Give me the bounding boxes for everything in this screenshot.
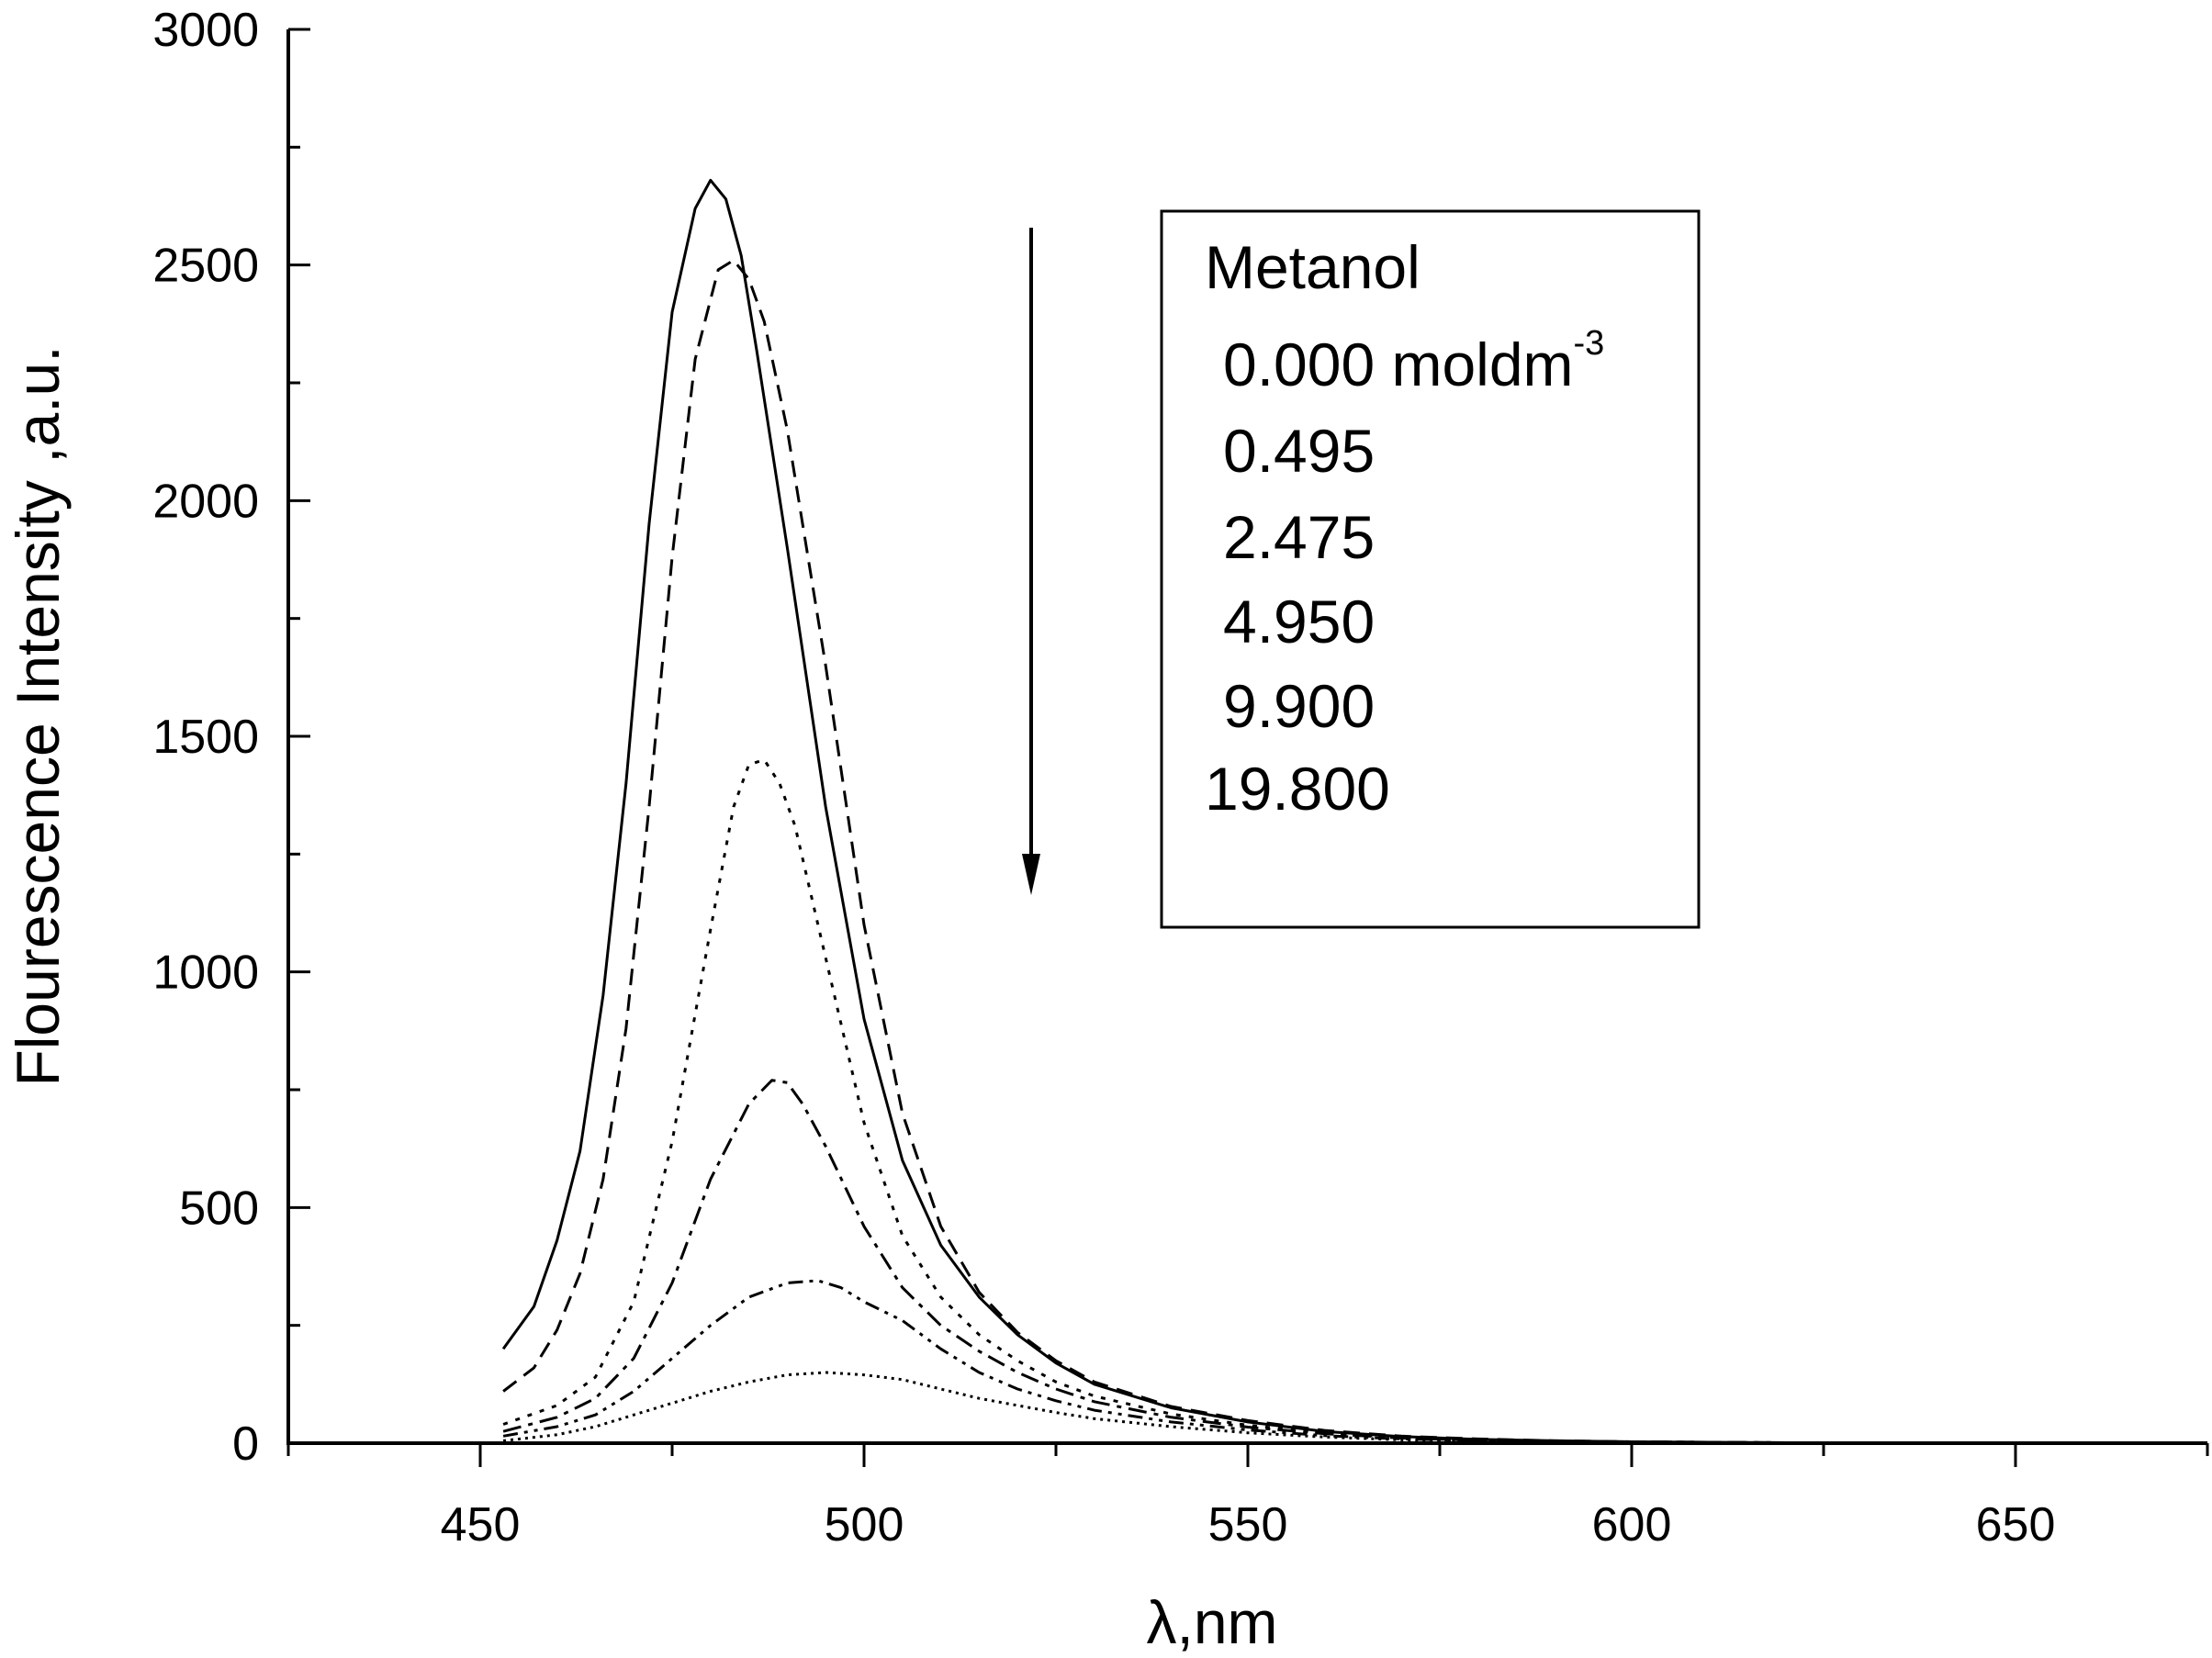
x-tick-label: 650 <box>1976 1498 2056 1552</box>
legend-entry-label: 0.000 moldm <box>1223 330 1574 398</box>
y-axis-title: Flourescence Intensity ,a.u. <box>4 345 72 1086</box>
y-tick-label: 0 <box>232 1417 259 1471</box>
legend-entry-sup: -3 <box>1574 324 1605 363</box>
x-tick-label: 500 <box>825 1498 904 1552</box>
series-line-3 <box>502 758 2031 1445</box>
y-tick-label: 2000 <box>152 475 259 528</box>
legend: Metanol 0.000 moldm-3 0.495 2.475 4.950 … <box>1160 209 1701 929</box>
legend-entry: 9.900 <box>1223 672 1375 740</box>
legend-box <box>1160 209 1701 929</box>
trend-arrow <box>1022 228 1040 895</box>
legend-entry: 4.950 <box>1223 588 1375 655</box>
y-tick-label: 1500 <box>152 711 259 764</box>
series-group <box>501 178 2031 1445</box>
series-line-5 <box>502 1279 2031 1445</box>
x-ticks: 450 500 550 600 650 <box>286 1443 2209 1552</box>
y-ticks: 0 500 1000 1500 2000 2500 3000 <box>152 4 310 1471</box>
legend-entry: 19.800 <box>1205 755 1390 823</box>
x-tick-label: 450 <box>441 1498 521 1552</box>
y-tick-label: 1000 <box>152 947 259 1000</box>
series-line-2 <box>502 259 2031 1445</box>
trend-arrow-head <box>1022 854 1040 895</box>
y-tick-label: 3000 <box>152 4 259 57</box>
series-line-6 <box>502 1371 2031 1445</box>
y-tick-label: 500 <box>179 1182 259 1235</box>
legend-entry: 0.495 <box>1223 417 1375 485</box>
legend-entry: 2.475 <box>1223 503 1375 571</box>
series-line-4 <box>502 1079 2031 1445</box>
y-tick-label: 2500 <box>152 240 259 293</box>
legend-title: Metanol <box>1205 233 1420 301</box>
legend-entry: 0.000 moldm-3 <box>1223 324 1604 398</box>
x-tick-label: 550 <box>1208 1498 1288 1552</box>
x-axis-title: λ,nm <box>1146 1588 1277 1656</box>
x-tick-label: 600 <box>1592 1498 1672 1552</box>
